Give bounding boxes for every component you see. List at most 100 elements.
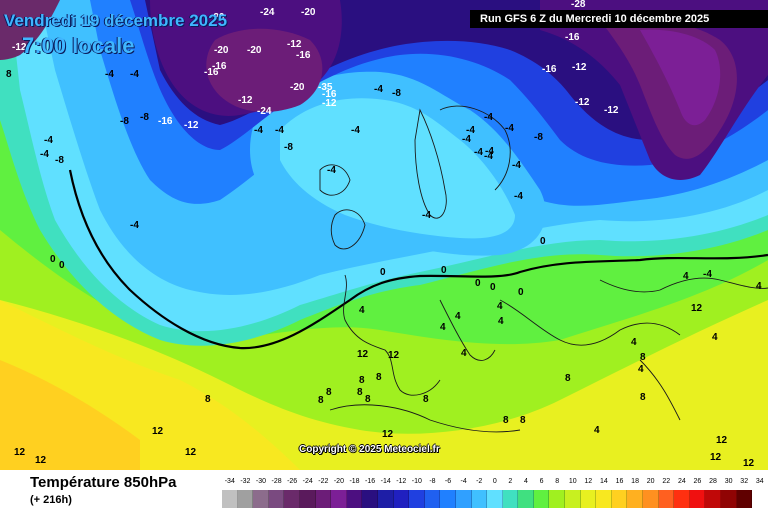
isotherm-label: -4 bbox=[44, 135, 53, 146]
isotherm-label: -12 bbox=[572, 62, 587, 73]
isotherm-label: -28 bbox=[571, 0, 586, 10]
legend-tick-label: -20 bbox=[333, 478, 344, 485]
legend-tick-label: -26 bbox=[287, 478, 298, 485]
isotherm-label: 12 bbox=[185, 447, 197, 458]
legend-swatch bbox=[253, 490, 269, 508]
isotherm-label: 8 bbox=[565, 373, 571, 384]
legend-swatch bbox=[643, 490, 659, 508]
legend-tick-label: -10 bbox=[411, 478, 422, 485]
legend-swatch bbox=[565, 490, 581, 508]
legend-tick-label: 2 bbox=[508, 478, 513, 485]
legend-swatch bbox=[346, 490, 363, 508]
isotherm-label: 12 bbox=[35, 455, 47, 466]
color-legend: -34 -32 -30 -28 -26 -24 -22 -20 -18 -16 -14 -12 -10-… bbox=[222, 478, 764, 508]
isotherm-label: 0 bbox=[518, 287, 524, 298]
legend-swatch bbox=[315, 490, 332, 508]
isotherm-label: -20 bbox=[290, 82, 305, 93]
isotherm-label: -20 bbox=[210, 12, 225, 23]
isotherm-label: 8 bbox=[6, 69, 12, 80]
legend-tick-label: -8 bbox=[429, 478, 436, 485]
isotherm-label: -16 bbox=[565, 32, 580, 43]
isotherm-label: 0 bbox=[475, 278, 481, 289]
isotherm-label: -4 bbox=[254, 125, 263, 136]
isotherm-label: -4 bbox=[422, 210, 431, 221]
legend-tick-label: -22 bbox=[318, 478, 329, 485]
isotherm-label: 8 bbox=[520, 415, 526, 426]
isotherm-label: -4 bbox=[514, 191, 523, 202]
isotherm-label: 0 bbox=[441, 265, 447, 276]
isotherm-label: 12 bbox=[14, 447, 26, 458]
legend-swatch bbox=[455, 490, 472, 508]
variable-title: Température 850hPa bbox=[30, 474, 177, 491]
legend-tick-label: -18 bbox=[349, 478, 360, 485]
legend-swatch bbox=[502, 490, 519, 508]
legend-swatch bbox=[736, 490, 753, 508]
legend-swatch bbox=[549, 490, 566, 508]
isotherm-label: -8 bbox=[140, 112, 149, 123]
legend-swatch bbox=[658, 490, 675, 508]
isotherm-label: 12 bbox=[691, 303, 703, 314]
legend-swatch bbox=[518, 490, 534, 508]
isotherm-label: 4 bbox=[497, 301, 503, 312]
legend-tick-label: 8 bbox=[555, 478, 560, 485]
isotherm-label: -16 bbox=[296, 50, 311, 61]
model-run-info: Run GFS 6 Z du Mercredi 10 décembre 2025 bbox=[470, 10, 768, 28]
isotherm-label: 12 bbox=[710, 452, 722, 463]
legend-tick-label: -28 bbox=[271, 478, 282, 485]
legend-tick-label: 24 bbox=[677, 478, 686, 485]
isotherm-label: -4 bbox=[105, 69, 114, 80]
isotherm-label: 12 bbox=[743, 458, 755, 469]
isotherm-label: 8 bbox=[640, 352, 646, 363]
isotherm-label: -8 bbox=[534, 132, 543, 143]
isotherm-label: 0 bbox=[490, 282, 496, 293]
isotherm-label: -12 bbox=[322, 98, 337, 109]
zone-minus24-nw bbox=[206, 28, 323, 112]
isotherm-label: -24 bbox=[257, 106, 272, 117]
isotherm-label: 4 bbox=[683, 271, 689, 282]
isotherm-label: -4 bbox=[40, 149, 49, 160]
legend-swatch bbox=[362, 490, 378, 508]
isotherm-label: 8 bbox=[365, 394, 371, 405]
legend-swatch bbox=[237, 490, 254, 508]
legend-tick-label: -4 bbox=[460, 478, 467, 485]
isotherm-value-labels: -4 -4-8-8-16 -12-16-20-20 -20-12-24-16-20-1… bbox=[6, 0, 762, 469]
legend-tick-label: -12 bbox=[396, 478, 407, 485]
zone-minus28-ne bbox=[640, 29, 721, 126]
legend-swatch bbox=[268, 490, 285, 508]
zone-warmer-sw bbox=[0, 360, 140, 470]
isotherm-label: 8 bbox=[357, 387, 363, 398]
legend-tick-label: 14 bbox=[600, 478, 608, 485]
legend-swatch bbox=[689, 490, 706, 508]
isotherm-label: -4 bbox=[484, 151, 493, 162]
isotherm-label: 8 bbox=[326, 387, 332, 398]
map-canvas: -4 -4-8-8-16 -12-16-20-20 -20-12-24-16-20-1… bbox=[0, 0, 768, 470]
isotherm-label: -16 bbox=[204, 67, 219, 78]
legend-swatch bbox=[580, 490, 597, 508]
legend-tick-label: 10 bbox=[568, 478, 577, 485]
legend-color-bar bbox=[222, 490, 753, 508]
isotherm-label: 8 bbox=[376, 372, 382, 383]
legend-swatch bbox=[222, 490, 238, 508]
legend-tick-label: -2 bbox=[476, 478, 483, 485]
isotherm-label: -12 bbox=[604, 105, 619, 116]
legend-swatch bbox=[674, 490, 690, 508]
isotherm-label: -4 bbox=[462, 134, 471, 145]
isotherm-label: 4 bbox=[461, 348, 467, 359]
legend-tick-label: 28 bbox=[709, 478, 717, 485]
legend-swatch bbox=[721, 490, 737, 508]
isotherm-label: 4 bbox=[756, 281, 762, 292]
isotherm-label: -4 bbox=[484, 112, 493, 123]
isotherm-label: -4 bbox=[275, 125, 284, 136]
legend-swatch bbox=[393, 490, 410, 508]
forecast-date: Vendredi 19 décembre 2025 bbox=[4, 11, 228, 30]
isotherm-label: -4 bbox=[327, 165, 336, 176]
legend-tick-label: 0 bbox=[492, 478, 497, 485]
isotherm-label: -4 bbox=[512, 160, 521, 171]
isotherm-label: 12 bbox=[152, 426, 164, 437]
legend-swatch bbox=[705, 490, 721, 508]
map-footer: Température 850hPa (+ 216h) -34 -32 -30 -28… bbox=[0, 470, 768, 512]
legend-tick-label: -6 bbox=[444, 478, 452, 485]
isotherm-label: -12 bbox=[575, 97, 590, 108]
isotherm-label: 4 bbox=[712, 332, 718, 343]
legend-tick-label: 18 bbox=[631, 478, 639, 485]
